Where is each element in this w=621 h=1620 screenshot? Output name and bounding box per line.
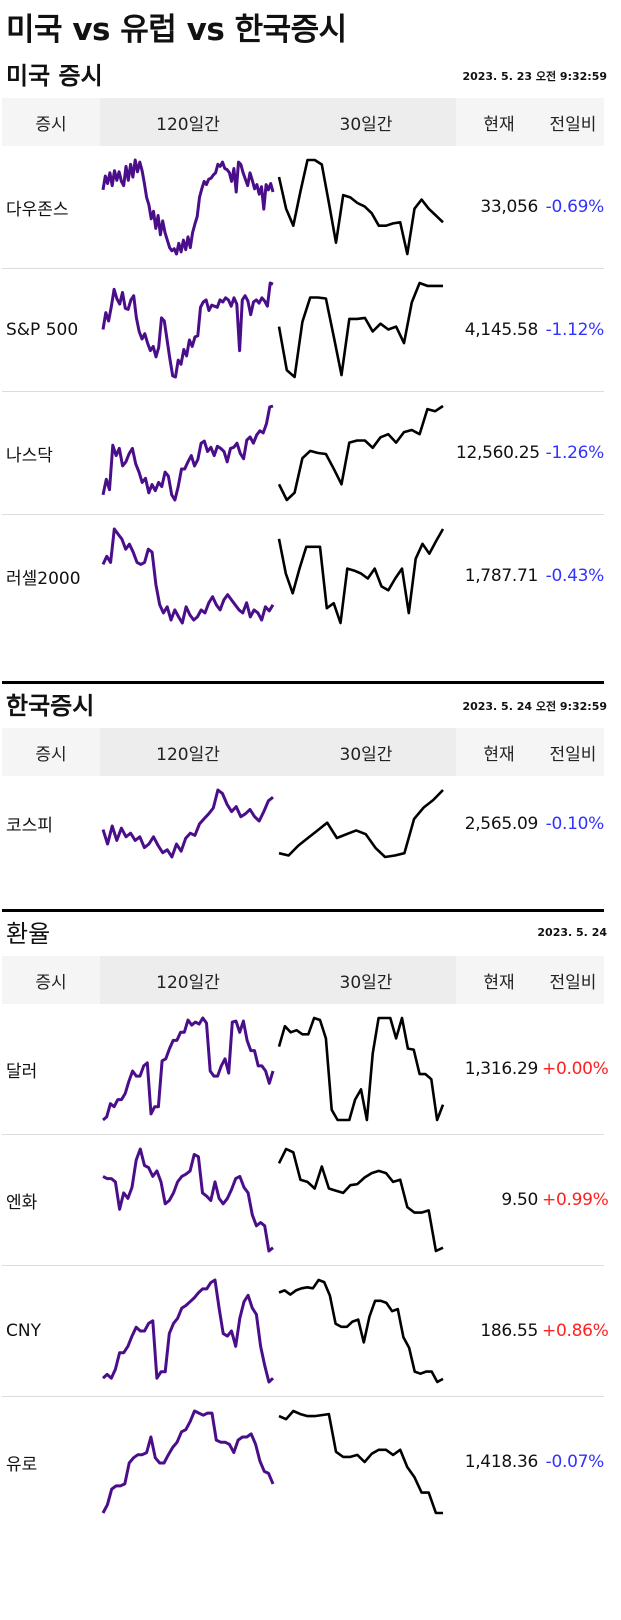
- chart-30-day: [276, 146, 456, 269]
- index-name[interactable]: 유로: [6, 1454, 38, 1475]
- current-value: 186.55: [456, 1265, 542, 1397]
- change-percent: -0.10%: [545, 813, 605, 834]
- chart-30-day: [276, 391, 456, 515]
- column-header-30d: 30일간: [276, 98, 456, 146]
- table-row[interactable]: 나스닥 12,560.25 -1.26%: [2, 391, 604, 515]
- change-percent: -1.12%: [542, 268, 604, 392]
- current-value: 2,565.09: [464, 813, 539, 834]
- table-row[interactable]: 러셀2000 1,787.71 -0.43%: [2, 515, 604, 638]
- table-row[interactable]: 코스피 2,565.09 -0.10%: [2, 776, 604, 871]
- change-percent: +0.00%: [542, 1004, 609, 1135]
- section-divider: [2, 909, 604, 912]
- change-percent: +0.99%: [542, 1134, 609, 1266]
- column-header-name: 증시: [2, 956, 100, 1004]
- current-value: 1,316.29: [456, 1004, 542, 1135]
- change-percent: -0.43%: [545, 566, 605, 586]
- chart-120-day: [100, 1265, 276, 1397]
- section-header: 환율 2023. 5. 24: [0, 912, 621, 956]
- index-name[interactable]: 엔화: [2, 1134, 100, 1266]
- change-percent: -0.69%: [542, 146, 604, 269]
- section-kr: 한국증시 2023. 5. 24 오전 9:32:59 증시 120일간 30일간 현재 전…: [0, 684, 621, 871]
- table-row[interactable]: 달러 1,316.29 +0.00%: [2, 1004, 609, 1135]
- section-timestamp: 2023. 5. 24: [537, 926, 607, 939]
- chart-30-day: [276, 1265, 456, 1397]
- chart-30-day: [276, 1397, 456, 1528]
- chart-120-day: [100, 776, 276, 871]
- column-header-change: 전일비: [542, 956, 604, 1004]
- current-value: 9.50: [456, 1134, 542, 1266]
- chart-120-day: [100, 391, 276, 515]
- index-name[interactable]: 코스피: [6, 816, 53, 836]
- chart-30-day: [276, 776, 456, 871]
- chart-120-day: [100, 1004, 276, 1135]
- column-header-120d: 120일간: [100, 98, 276, 146]
- section-title: 한국증시: [6, 692, 95, 720]
- column-header-current: 현재: [456, 728, 542, 776]
- sections-container: 미국 증시 2023. 5. 23 오전 9:32:59 증시 120일간 30일간 현재…: [0, 54, 621, 1527]
- chart-120-day: [100, 146, 276, 269]
- index-name[interactable]: 나스닥: [2, 391, 100, 515]
- index-name[interactable]: 달러: [2, 1004, 100, 1135]
- table-row[interactable]: 엔화 9.50 +0.99%: [2, 1134, 609, 1266]
- section-divider: [2, 681, 604, 684]
- section-title: 환율: [6, 920, 51, 948]
- chart-30-day: [276, 1004, 456, 1135]
- chart-120-day: [100, 1397, 276, 1528]
- section-fx: 환율 2023. 5. 24 증시 120일간 30일간 현재 전일비 달러 1,316.29 +…: [0, 912, 621, 1527]
- column-header-name: 증시: [2, 98, 100, 146]
- chart-30-day: [276, 1134, 456, 1266]
- page-title: 미국 vs 유럽 vs 한국증시: [6, 12, 347, 48]
- current-value: 33,056: [456, 146, 542, 269]
- chart-120-day: [100, 268, 276, 392]
- column-header-120d: 120일간: [100, 956, 276, 1004]
- change-percent: -1.26%: [542, 391, 604, 515]
- current-value: 4,145.58: [456, 268, 542, 392]
- chart-120-day: [100, 1134, 276, 1266]
- current-value: 1,787.71: [464, 566, 539, 586]
- index-name[interactable]: CNY: [2, 1265, 100, 1397]
- column-header-30d: 30일간: [276, 728, 456, 776]
- column-header-change: 전일비: [542, 98, 604, 146]
- section-header: 미국 증시 2023. 5. 23 오전 9:32:59: [0, 54, 621, 98]
- chart-120-day: [100, 515, 276, 638]
- section-title: 미국 증시: [6, 62, 103, 90]
- table-row[interactable]: 다우존스 33,056 -0.69%: [2, 146, 604, 269]
- section-header: 한국증시 2023. 5. 24 오전 9:32:59: [0, 684, 621, 728]
- column-header-name: 증시: [2, 728, 100, 776]
- current-value: 1,418.36: [464, 1452, 539, 1472]
- table-row[interactable]: 유로 1,418.36 -0.07%: [2, 1397, 604, 1528]
- section-timestamp: 2023. 5. 23 오전 9:32:59: [462, 70, 607, 83]
- column-header-120d: 120일간: [100, 728, 276, 776]
- column-header-current: 현재: [456, 98, 542, 146]
- table-row[interactable]: S&P 500 4,145.58 -1.12%: [2, 268, 604, 392]
- table-row[interactable]: CNY 186.55 +0.86%: [2, 1265, 609, 1397]
- index-name[interactable]: 러셀2000: [6, 568, 81, 589]
- index-name[interactable]: S&P 500: [2, 268, 100, 392]
- column-header-current: 현재: [456, 956, 542, 1004]
- section-timestamp: 2023. 5. 24 오전 9:32:59: [462, 700, 607, 713]
- change-percent: +0.86%: [542, 1265, 609, 1397]
- current-value: 12,560.25: [456, 391, 542, 515]
- section-us: 미국 증시 2023. 5. 23 오전 9:32:59 증시 120일간 30일간 현재…: [0, 54, 621, 637]
- column-header-30d: 30일간: [276, 956, 456, 1004]
- column-header-change: 전일비: [542, 728, 604, 776]
- chart-30-day: [276, 515, 456, 638]
- index-name[interactable]: 다우존스: [2, 146, 100, 269]
- change-percent: -0.07%: [545, 1452, 605, 1472]
- chart-30-day: [276, 268, 456, 392]
